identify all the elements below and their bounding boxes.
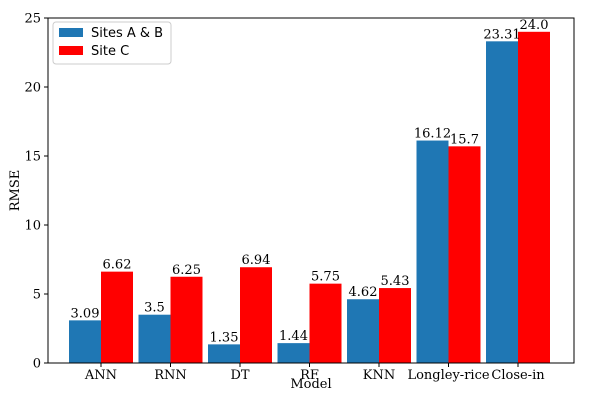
data-label: 6.94 [242,253,271,268]
y-tick-label: 10 [24,219,41,234]
x-axis: ANN RNN DT RF KNN Longley-rice Close-in [84,363,545,383]
legend: Sites A & B Site C [52,21,172,65]
bar-series-2-ann [101,271,133,363]
bar-series-2-rnn [170,276,203,363]
x-tick-label: Longley-rice [407,368,489,383]
y-tick-label: 25 [24,12,41,27]
data-label: 23.31 [483,27,520,42]
y-axis: 0 5 10 15 20 25 [24,12,48,372]
x-tick-label: DT [230,368,249,383]
data-label: 6.62 [103,258,132,273]
y-axis-title: RMSE [8,170,23,212]
x-tick-label: RNN [154,368,187,383]
data-label: 4.62 [349,285,378,300]
x-tick-label: ANN [84,368,117,383]
bar-series-2-longley-rice [448,146,481,363]
data-label: 5.43 [381,274,410,289]
data-labels-layer: 3.09 6.62 3.5 6.25 1.35 6.94 1.44 5.75 4.625.43 1… [71,18,549,346]
data-label: 24.0 [520,18,549,33]
bars-layer [69,31,550,364]
bar-series-1-close-in [486,41,518,364]
legend-label-series-1: Sites A & B [91,26,163,41]
legend-label-series-2: Site C [91,44,129,59]
data-label: 3.5 [144,301,165,316]
data-label: 3.09 [71,306,100,321]
x-axis-title: Model [290,377,331,392]
data-label: 15.7 [450,132,479,147]
bar-series-1-dt [208,344,240,363]
data-label: 6.25 [172,263,201,278]
y-tick-label: 5 [33,288,41,303]
bar-series-1-longley-rice [416,140,449,363]
data-label: 5.75 [311,270,340,285]
bar-series-2-knn [379,288,411,363]
bar-series-1-knn [347,299,379,363]
bar-series-2-close-in [518,31,550,364]
legend-swatch-series-2 [59,46,83,55]
data-label: 16.12 [414,127,451,142]
bar-series-1-rf [277,343,310,363]
y-tick-label: 20 [24,81,41,96]
legend-swatch-series-1 [59,28,83,37]
x-tick-label: KNN [363,368,395,383]
y-tick-label: 0 [33,357,41,372]
bar-series-2-rf [309,283,342,363]
plot-frame [47,17,575,364]
bar-series-1-ann [69,320,101,363]
bar-series-2-dt [240,267,272,363]
y-tick-label: 15 [24,150,41,165]
x-tick-label: RF [300,368,319,383]
x-tick-label: Close-in [491,368,545,383]
data-label: 1.44 [279,329,308,344]
data-label: 1.35 [210,330,239,345]
bar-series-1-rnn [138,314,171,363]
